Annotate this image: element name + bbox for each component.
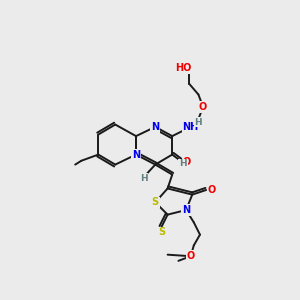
Text: N: N (132, 150, 140, 160)
Text: O: O (207, 185, 216, 195)
Text: O: O (183, 157, 191, 166)
Text: S: S (158, 227, 165, 237)
Text: NH: NH (183, 122, 199, 132)
Text: N: N (151, 122, 159, 132)
Text: N: N (182, 205, 190, 215)
Text: H: H (140, 174, 148, 183)
Text: HO: HO (175, 63, 191, 73)
Text: H: H (179, 159, 187, 168)
Text: S: S (152, 197, 159, 207)
Text: O: O (187, 251, 195, 261)
Text: H: H (195, 118, 202, 127)
Text: O: O (199, 102, 207, 112)
